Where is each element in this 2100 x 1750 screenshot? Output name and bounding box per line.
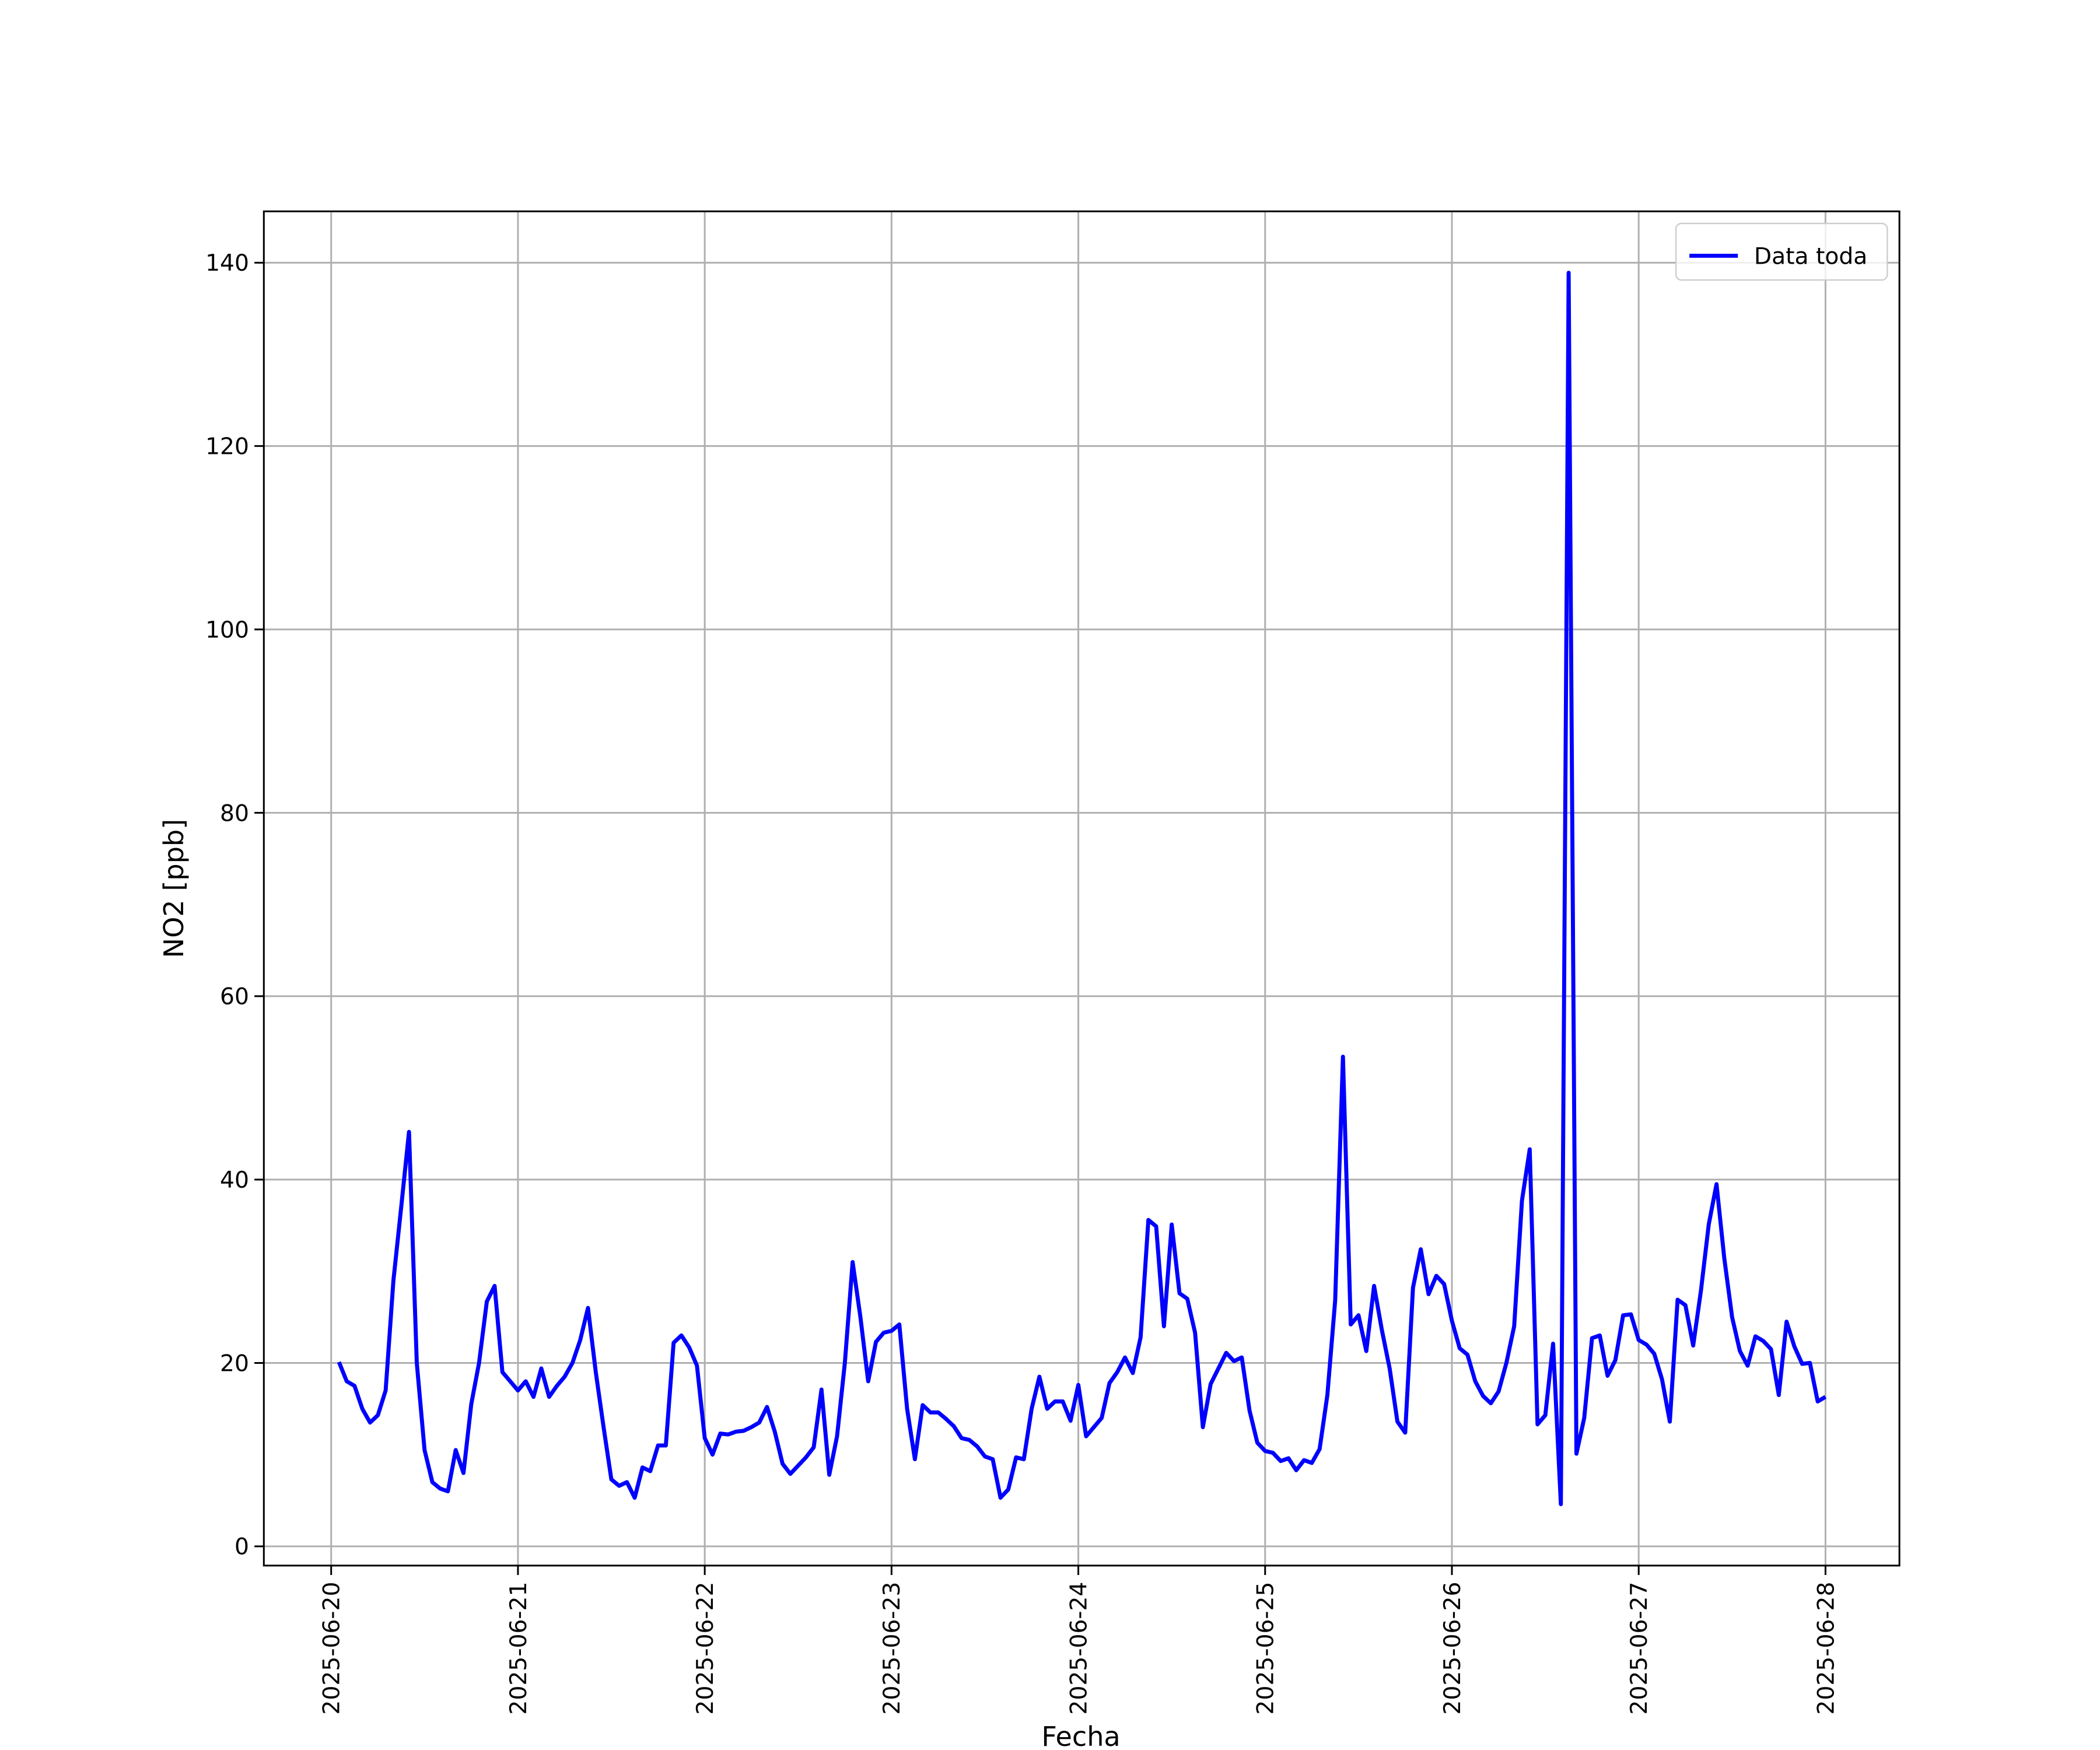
x-tick-label: 2025-06-21 <box>506 1582 532 1715</box>
y-tick-label: 100 <box>205 617 249 643</box>
y-tick-label: 0 <box>235 1534 249 1560</box>
legend: Data toda <box>1675 222 1888 281</box>
y-tick-label: 40 <box>220 1167 249 1194</box>
y-tick-label: 140 <box>205 250 249 276</box>
legend-box <box>1675 222 1888 281</box>
x-tick-label: 2025-06-23 <box>879 1582 905 1715</box>
x-tick-label: 2025-06-25 <box>1253 1582 1279 1715</box>
plot-frame <box>262 210 1901 1567</box>
y-tick-label: 120 <box>205 434 249 460</box>
x-tick-label: 2025-06-26 <box>1440 1582 1466 1715</box>
y-tick-label: 20 <box>220 1350 249 1377</box>
x-tick-label: 2025-06-27 <box>1626 1582 1653 1715</box>
x-axis-label: Fecha <box>1041 1721 1120 1750</box>
x-tick-label: 2025-06-22 <box>692 1582 719 1715</box>
y-tick-label: 80 <box>220 800 249 827</box>
y-axis-label: NO2 [ppb] <box>158 819 190 958</box>
legend-label: Data toda <box>1754 243 1867 270</box>
y-tick-label: 60 <box>220 984 249 1010</box>
x-tick-label: 2025-06-28 <box>1813 1582 1839 1715</box>
data-line <box>337 271 1827 1507</box>
x-tick-label: 2025-06-20 <box>319 1582 345 1715</box>
x-tick-label: 2025-06-24 <box>1066 1582 1092 1715</box>
